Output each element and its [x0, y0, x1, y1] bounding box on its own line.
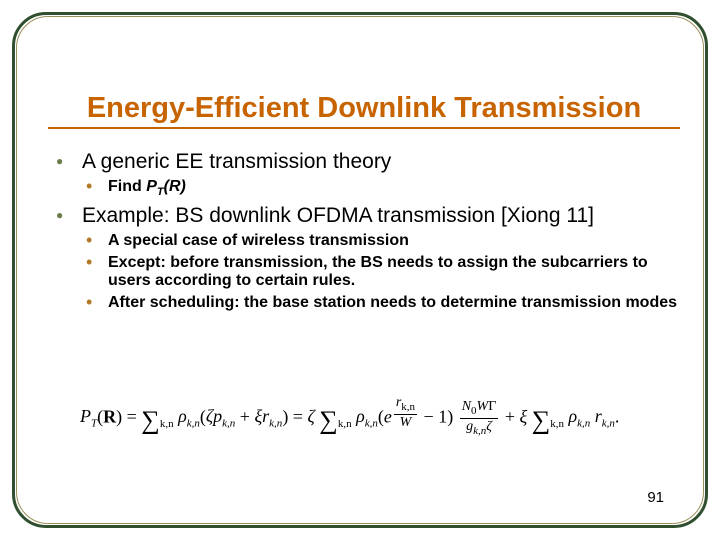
slide-title: Energy-Efficient Downlink Transmission [48, 92, 680, 129]
bullet-l1-text: A generic EE transmission theory [82, 150, 391, 173]
find-label: Find [108, 178, 146, 195]
formula-inline: PT(R) [146, 178, 186, 195]
bullet-l2: After scheduling: the base station needs… [82, 294, 680, 312]
bullet-l1: A generic EE transmission theory Find PT… [56, 150, 680, 198]
bullet-l1-text: Example: BS downlink OFDMA transmission … [82, 204, 594, 227]
bullet-l2-text: Find PT(R) [108, 178, 186, 195]
slide-body: A generic EE transmission theory Find PT… [56, 150, 680, 318]
bullet-l2: A special case of wireless transmission [82, 232, 680, 250]
display-formula: PT(R) = ∑k,n ρk,n(ζpk,n + ξrk,n) = ζ ∑k,… [80, 396, 619, 437]
bullet-l2: Find PT(R) [82, 178, 680, 198]
bullet-l1: Example: BS downlink OFDMA transmission … [56, 204, 680, 312]
slide: Energy-Efficient Downlink Transmission A… [0, 0, 720, 540]
bullet-l2-text: A special case of wireless transmission [108, 232, 409, 249]
page-number: 91 [647, 489, 664, 506]
bullet-l2-text: After scheduling: the base station needs… [108, 294, 677, 311]
bullet-l2-text: Except: before transmission, the BS need… [108, 254, 648, 289]
bullet-l2: Except: before transmission, the BS need… [82, 254, 680, 290]
